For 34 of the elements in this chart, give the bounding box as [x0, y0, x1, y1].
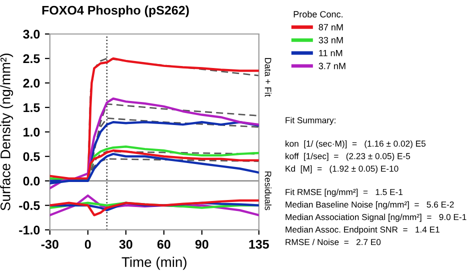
text: Fit Summary: — [286, 116, 336, 125]
legend-label: 87 nM — [318, 24, 343, 30]
legend-label: 3.7 nM — [318, 62, 346, 70]
x-tick-label: 60 — [157, 240, 170, 249]
y-tick-label: -0.5 — [19, 201, 40, 210]
legend-title: Probe Conc. — [294, 10, 342, 18]
text: Fit RMSE [ng/mm²] = 1.5 E-1 — [286, 188, 403, 197]
x-tick-label: 90 — [195, 240, 208, 249]
text: Median Assoc. Endpoint SNR = 1.4 E1 — [286, 226, 440, 234]
legend-label: 11 nM — [319, 50, 342, 56]
text: Data + Fit — [264, 58, 272, 97]
text: koff [1/sec] = (2.23 ± 0.05) E-5 — [286, 152, 410, 161]
y-tick-label: -1.0 — [19, 226, 40, 234]
y-axis-title: Surface Density (ng/mm²) — [0, 54, 14, 210]
text: Median Association Signal [ng/mm²] = 9.0 E-1 — [286, 214, 466, 222]
y-tick-label: 0.5 — [23, 152, 40, 162]
text: Residuals — [264, 172, 272, 210]
y-tick-label: 2.0 — [23, 78, 40, 88]
x-tick-label: 0 — [84, 240, 91, 249]
x-tick-label: 30 — [119, 240, 132, 249]
legend-label: 33 nM — [318, 36, 343, 44]
text: RMSE / Noise = 2.7 E0 — [286, 238, 381, 246]
text: kon [1/ (sec·M)] = (1.16 ± 0.02) E5 — [286, 140, 426, 148]
text: Median Baseline Noise [ng/mm²] = 5.6 E-2 — [286, 201, 454, 210]
x-tick-label: -30 — [41, 240, 58, 249]
x-axis-title: Time (min) — [122, 256, 186, 270]
y-tick-label: 1.5 — [24, 103, 40, 112]
x-tick-label: 135 — [249, 240, 269, 249]
y-tick-label: 2.5 — [23, 54, 40, 64]
y-tick-label: 1.0 — [24, 128, 40, 137]
text: Kd [M] = (1.92 ± 0.05) E-10 — [286, 165, 398, 174]
y-tick-label: 3.0 — [23, 30, 40, 39]
chart-title: FOXO4 Phospho (pS262) — [42, 5, 189, 18]
y-tick-label: 0.0 — [23, 176, 40, 186]
